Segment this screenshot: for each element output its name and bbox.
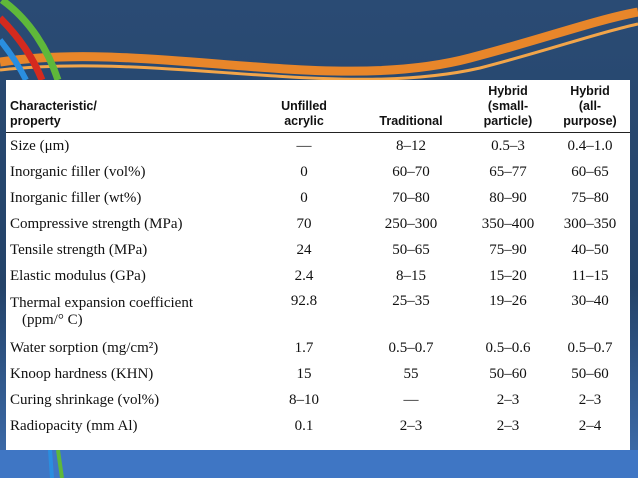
cell-traditional: 8–15 xyxy=(396,267,426,284)
cell-hybrid-all: 40–50 xyxy=(571,241,609,258)
cell-unfilled-acrylic: 15 xyxy=(296,365,312,382)
table-panel: Characteristic/property Unfilled acrylic … xyxy=(6,80,630,450)
table-row: Curing shrinkage (vol%) 8–10 — 2–3 2–3 xyxy=(6,387,630,413)
row-property: Knoop hardness (KHN) xyxy=(10,365,154,382)
row-property: Water sorption (mg/cm²) xyxy=(10,339,159,356)
cell-hybrid-small: 75–90 xyxy=(489,241,527,258)
table-row: Tensile strength (MPa) 24 50–65 75–90 40… xyxy=(6,237,630,263)
cell-hybrid-all: 0.4–1.0 xyxy=(567,137,613,154)
row-property: Inorganic filler (wt%) xyxy=(10,189,142,206)
row-property-line1: Thermal expansion coefficient xyxy=(10,295,193,311)
cell-traditional: — xyxy=(403,391,419,408)
cell-traditional: 8–12 xyxy=(396,137,426,154)
cell-hybrid-small: 0.5–3 xyxy=(491,137,525,154)
table-row: Water sorption (mg/cm²) 1.7 0.5–0.7 0.5–… xyxy=(6,335,630,361)
row-property-line2: (ppm/° C) xyxy=(22,312,83,328)
cell-hybrid-small: 0.5–0.6 xyxy=(485,339,531,356)
red-arc xyxy=(0,15,46,82)
cell-unfilled-acrylic: 70 xyxy=(296,215,312,232)
table-row: Inorganic filler (wt%) 0 70–80 80–90 75–… xyxy=(6,185,630,211)
cell-traditional: 2–3 xyxy=(399,417,423,434)
cell-hybrid-small: 15–20 xyxy=(489,267,527,284)
cell-unfilled-acrylic: — xyxy=(296,137,312,154)
cell-unfilled-acrylic: 1.7 xyxy=(294,339,314,356)
table-row: Thermal expansion coefficient (ppm/° C) … xyxy=(6,289,630,335)
row-property: Tensile strength (MPa) xyxy=(10,241,148,258)
cell-traditional: 70–80 xyxy=(392,189,430,206)
cell-traditional: 0.5–0.7 xyxy=(388,339,434,356)
header-hybrid-small-particle: Hybrid (small-particle) xyxy=(466,80,550,133)
table-row: Knoop hardness (KHN) 15 55 50–60 50–60 xyxy=(6,361,630,387)
header-hybrid-all-purpose: Hybrid (all-purpose) xyxy=(550,80,630,133)
cell-hybrid-all: 75–80 xyxy=(571,189,609,206)
cell-unfilled-acrylic: 0.1 xyxy=(294,417,314,434)
cell-hybrid-all: 11–15 xyxy=(571,267,609,284)
cell-hybrid-all: 2–3 xyxy=(578,391,602,408)
cell-traditional: 55 xyxy=(403,365,419,382)
cell-traditional: 250–300 xyxy=(384,215,438,232)
cell-hybrid-all: 2–4 xyxy=(578,417,602,434)
cell-unfilled-acrylic: 0 xyxy=(300,189,308,206)
cell-unfilled-acrylic: 0 xyxy=(300,163,308,180)
table-row: Radiopacity (mm Al) 0.1 2–3 2–3 2–4 xyxy=(6,413,630,439)
orange-swoosh xyxy=(0,7,638,76)
cell-hybrid-small: 2–3 xyxy=(496,417,520,434)
table-row: Elastic modulus (GPa) 2.4 8–15 15–20 11–… xyxy=(6,263,630,289)
cell-hybrid-all: 0.5–0.7 xyxy=(567,339,613,356)
blue-arc-bottom xyxy=(48,449,54,478)
row-property: Size (μm) xyxy=(10,137,70,154)
cell-traditional: 60–70 xyxy=(392,163,430,180)
row-property: Radiopacity (mm Al) xyxy=(10,417,138,434)
cell-unfilled-acrylic: 92.8 xyxy=(290,293,318,309)
cell-unfilled-acrylic: 2.4 xyxy=(294,267,314,284)
bottom-band xyxy=(0,450,638,478)
orange-swoosh-light xyxy=(0,22,638,81)
table-row: Inorganic filler (vol%) 0 60–70 65–77 60… xyxy=(6,159,630,185)
cell-hybrid-all: 50–60 xyxy=(571,365,609,382)
cell-hybrid-all: 60–65 xyxy=(571,163,609,180)
blue-arc xyxy=(0,38,29,82)
cell-traditional: 25–35 xyxy=(392,293,430,309)
cell-hybrid-small: 2–3 xyxy=(496,391,520,408)
header-characteristic: Characteristic/property xyxy=(6,80,252,133)
table-row: Size (μm) — 8–12 0.5–3 0.4–1.0 xyxy=(6,133,630,160)
cell-hybrid-small: 19–26 xyxy=(489,293,527,309)
row-property: Inorganic filler (vol%) xyxy=(10,163,146,180)
cell-hybrid-all: 30–40 xyxy=(571,293,609,309)
cell-hybrid-small: 80–90 xyxy=(489,189,527,206)
cell-hybrid-small: 65–77 xyxy=(489,163,527,180)
cell-hybrid-all: 300–350 xyxy=(563,215,617,232)
cell-hybrid-small: 50–60 xyxy=(489,365,527,382)
green-arc xyxy=(0,0,62,82)
green-arc-bottom xyxy=(56,449,64,478)
table-row: Compressive strength (MPa) 70 250–300 35… xyxy=(6,211,630,237)
row-property: Elastic modulus (GPa) xyxy=(10,267,146,284)
cell-traditional: 50–65 xyxy=(392,241,430,258)
row-property: Curing shrinkage (vol%) xyxy=(10,391,160,408)
cell-hybrid-small: 350–400 xyxy=(481,215,535,232)
header-traditional: Traditional xyxy=(356,80,466,133)
composite-properties-table: Characteristic/property Unfilled acrylic … xyxy=(6,80,630,439)
table-header-row: Characteristic/property Unfilled acrylic … xyxy=(6,80,630,133)
row-property: Compressive strength (MPa) xyxy=(10,215,183,232)
cell-unfilled-acrylic: 24 xyxy=(296,241,312,258)
row-property: Thermal expansion coefficient (ppm/° C) xyxy=(6,289,252,335)
header-unfilled-acrylic: Unfilled acrylic xyxy=(252,80,356,133)
cell-unfilled-acrylic: 8–10 xyxy=(289,391,319,408)
